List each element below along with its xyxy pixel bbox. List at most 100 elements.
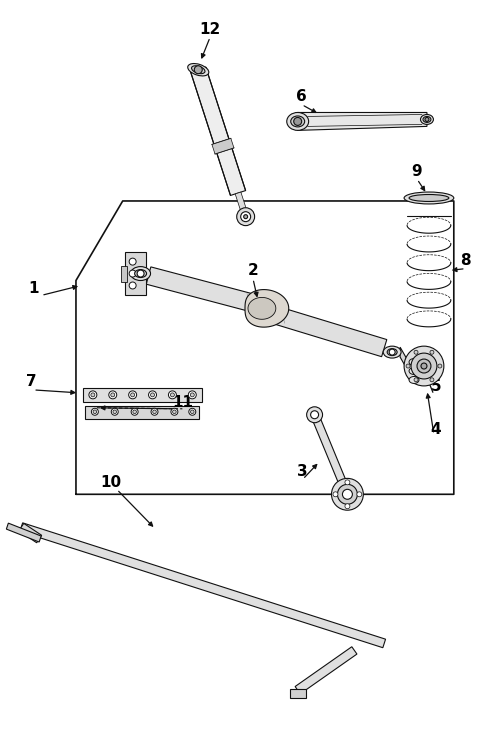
- Ellipse shape: [134, 269, 146, 278]
- Text: 6: 6: [296, 89, 306, 104]
- Circle shape: [108, 391, 117, 399]
- Ellipse shape: [191, 66, 204, 73]
- Polygon shape: [20, 523, 385, 648]
- Ellipse shape: [386, 349, 396, 355]
- Circle shape: [172, 410, 176, 413]
- Text: 4: 4: [430, 422, 440, 437]
- Circle shape: [170, 393, 174, 397]
- Circle shape: [89, 391, 97, 399]
- Ellipse shape: [383, 346, 400, 358]
- Circle shape: [429, 350, 433, 354]
- Ellipse shape: [422, 116, 430, 122]
- Circle shape: [344, 480, 349, 485]
- Circle shape: [332, 492, 337, 497]
- Circle shape: [403, 346, 443, 386]
- Circle shape: [337, 485, 357, 505]
- Circle shape: [128, 391, 136, 399]
- Circle shape: [240, 211, 250, 222]
- Polygon shape: [85, 406, 199, 418]
- Polygon shape: [146, 267, 256, 312]
- Circle shape: [151, 408, 158, 416]
- Circle shape: [168, 391, 176, 399]
- Polygon shape: [19, 523, 41, 542]
- Circle shape: [93, 410, 97, 413]
- Ellipse shape: [420, 114, 432, 125]
- Polygon shape: [310, 413, 350, 496]
- Circle shape: [133, 410, 136, 413]
- Text: 2: 2: [247, 263, 258, 278]
- Circle shape: [91, 408, 98, 416]
- Polygon shape: [83, 388, 202, 402]
- Circle shape: [388, 349, 394, 355]
- Polygon shape: [289, 689, 305, 698]
- Circle shape: [416, 359, 430, 373]
- Circle shape: [171, 408, 178, 416]
- Circle shape: [306, 407, 322, 423]
- Circle shape: [130, 393, 134, 397]
- Ellipse shape: [408, 358, 418, 366]
- Circle shape: [190, 410, 194, 413]
- Ellipse shape: [403, 192, 453, 204]
- Circle shape: [137, 270, 144, 277]
- Polygon shape: [267, 305, 386, 357]
- Circle shape: [310, 411, 318, 418]
- Polygon shape: [211, 138, 233, 154]
- Circle shape: [243, 214, 247, 219]
- Text: 5: 5: [430, 379, 440, 395]
- Polygon shape: [247, 298, 275, 319]
- Polygon shape: [399, 347, 407, 371]
- Circle shape: [148, 391, 156, 399]
- Polygon shape: [244, 289, 288, 327]
- Text: 11: 11: [171, 395, 192, 410]
- Circle shape: [236, 208, 254, 226]
- Circle shape: [129, 270, 136, 277]
- Circle shape: [420, 363, 426, 369]
- Polygon shape: [295, 647, 356, 694]
- Text: 3: 3: [297, 464, 307, 479]
- Circle shape: [342, 489, 352, 499]
- Circle shape: [356, 492, 361, 497]
- Circle shape: [188, 391, 196, 399]
- Circle shape: [129, 282, 136, 289]
- Circle shape: [111, 408, 118, 416]
- Polygon shape: [6, 523, 41, 542]
- Circle shape: [331, 479, 363, 510]
- Circle shape: [131, 408, 138, 416]
- Circle shape: [344, 504, 349, 509]
- Text: 7: 7: [26, 375, 37, 390]
- Circle shape: [150, 393, 154, 397]
- Circle shape: [111, 393, 115, 397]
- Circle shape: [413, 350, 417, 354]
- Text: 8: 8: [460, 253, 470, 268]
- Ellipse shape: [408, 367, 418, 375]
- Polygon shape: [297, 113, 426, 131]
- Circle shape: [190, 393, 194, 397]
- Circle shape: [194, 66, 202, 73]
- Circle shape: [413, 378, 417, 382]
- Polygon shape: [190, 68, 245, 195]
- Ellipse shape: [408, 376, 418, 384]
- Polygon shape: [121, 266, 126, 281]
- Polygon shape: [124, 252, 145, 295]
- Ellipse shape: [290, 116, 304, 127]
- Text: 9: 9: [411, 164, 422, 179]
- Circle shape: [129, 258, 136, 265]
- Circle shape: [113, 410, 116, 413]
- Circle shape: [410, 353, 436, 379]
- Circle shape: [429, 378, 433, 382]
- Circle shape: [437, 364, 441, 368]
- Circle shape: [405, 364, 409, 368]
- Text: 1: 1: [28, 281, 39, 296]
- Ellipse shape: [408, 194, 448, 202]
- Circle shape: [188, 408, 195, 416]
- Text: 12: 12: [199, 22, 221, 37]
- Circle shape: [424, 117, 428, 122]
- Polygon shape: [235, 192, 248, 217]
- Circle shape: [91, 393, 95, 397]
- Ellipse shape: [130, 266, 150, 280]
- Ellipse shape: [286, 113, 308, 131]
- Circle shape: [293, 117, 301, 125]
- Text: 10: 10: [100, 475, 121, 490]
- Circle shape: [152, 410, 156, 413]
- Ellipse shape: [187, 64, 208, 76]
